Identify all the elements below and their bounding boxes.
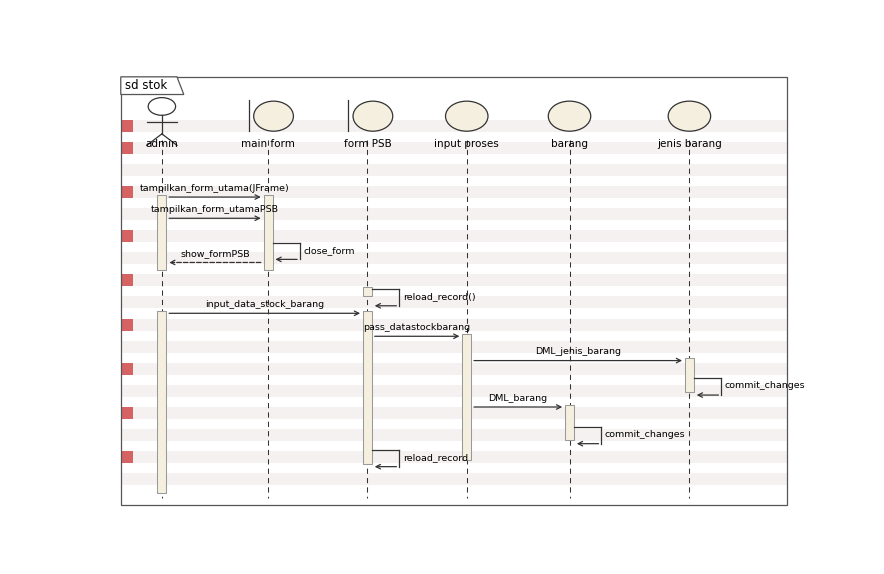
Ellipse shape bbox=[668, 101, 711, 131]
Text: form PSB: form PSB bbox=[344, 139, 392, 149]
Bar bbox=[121, 274, 788, 286]
Bar bbox=[121, 474, 788, 485]
Bar bbox=[121, 341, 788, 352]
Bar bbox=[121, 164, 788, 176]
Bar bbox=[121, 230, 788, 242]
Text: DML_jenis_barang: DML_jenis_barang bbox=[535, 347, 621, 356]
Ellipse shape bbox=[254, 101, 293, 131]
Text: admin: admin bbox=[146, 139, 179, 149]
Bar bbox=[121, 230, 133, 242]
Text: DML_barang: DML_barang bbox=[489, 394, 548, 402]
Bar bbox=[121, 363, 788, 375]
Bar bbox=[121, 142, 788, 154]
Bar bbox=[363, 287, 372, 296]
Ellipse shape bbox=[548, 101, 591, 131]
Bar bbox=[121, 208, 788, 220]
Text: close_form: close_form bbox=[303, 246, 354, 255]
Text: tampilkan_form_utamaPSB: tampilkan_form_utamaPSB bbox=[151, 205, 279, 214]
Text: show_formPSB: show_formPSB bbox=[180, 249, 250, 258]
Text: input_data_stock_barang: input_data_stock_barang bbox=[205, 300, 324, 309]
Text: reload_record(): reload_record() bbox=[403, 292, 476, 301]
Text: input proses: input proses bbox=[434, 139, 499, 149]
Text: main form: main form bbox=[241, 139, 295, 149]
Text: commit_changes: commit_changes bbox=[725, 381, 805, 390]
Bar bbox=[121, 274, 133, 286]
Bar bbox=[157, 195, 166, 270]
Ellipse shape bbox=[446, 101, 488, 131]
Bar bbox=[121, 142, 133, 154]
Bar bbox=[121, 120, 788, 131]
Bar bbox=[685, 358, 694, 391]
Text: barang: barang bbox=[551, 139, 588, 149]
Bar bbox=[121, 186, 788, 198]
Text: pass_datastockbarang: pass_datastockbarang bbox=[363, 323, 470, 332]
Text: sd stok: sd stok bbox=[125, 79, 167, 92]
Bar bbox=[263, 195, 272, 270]
Bar bbox=[121, 297, 788, 308]
Bar bbox=[565, 405, 574, 440]
Bar bbox=[121, 451, 788, 463]
Bar bbox=[121, 120, 133, 131]
Bar bbox=[121, 363, 133, 375]
Text: reload_record: reload_record bbox=[403, 453, 468, 462]
Bar bbox=[121, 407, 788, 419]
Bar bbox=[121, 253, 788, 264]
Bar bbox=[121, 385, 788, 397]
Bar bbox=[121, 319, 788, 331]
Bar bbox=[121, 451, 133, 463]
Text: commit_changes: commit_changes bbox=[605, 430, 685, 439]
Bar bbox=[121, 319, 133, 331]
Text: jenis barang: jenis barang bbox=[657, 139, 721, 149]
Bar bbox=[121, 186, 133, 198]
Ellipse shape bbox=[353, 101, 392, 131]
Polygon shape bbox=[121, 77, 184, 95]
Bar bbox=[121, 407, 133, 419]
Bar bbox=[157, 311, 166, 493]
Text: tampilkan_form_utama(JFrame): tampilkan_form_utama(JFrame) bbox=[140, 184, 290, 193]
Bar bbox=[462, 334, 471, 460]
Bar bbox=[121, 429, 788, 441]
Bar bbox=[363, 311, 372, 464]
